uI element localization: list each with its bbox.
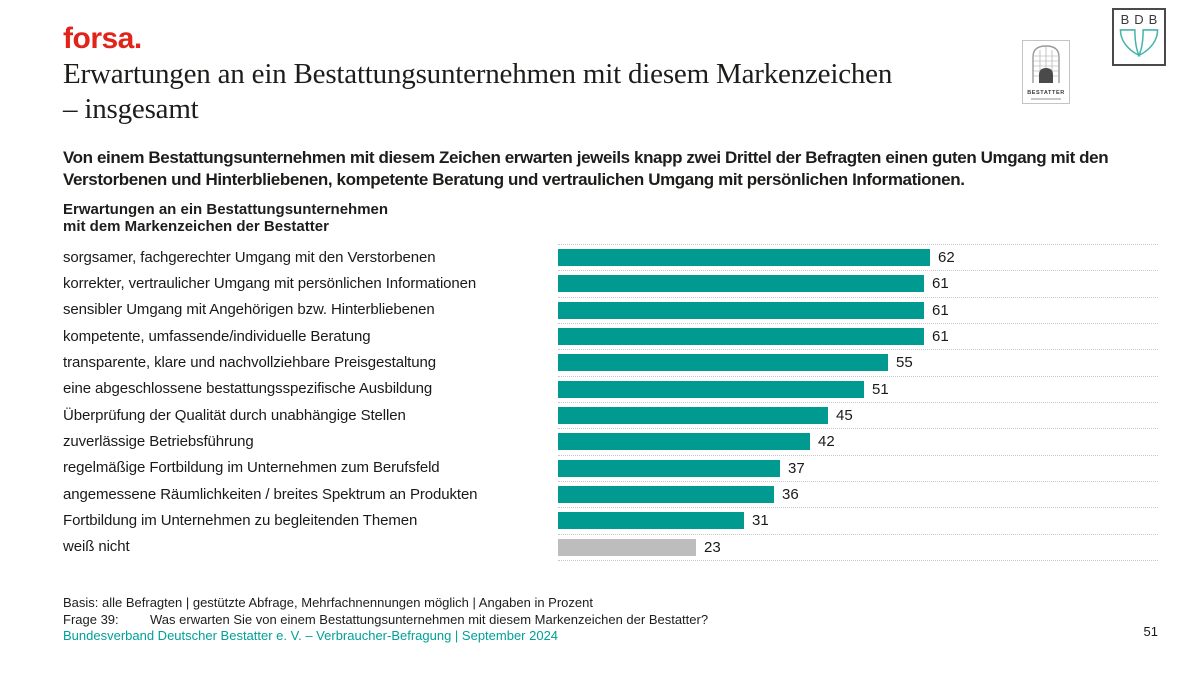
- bdb-wing-left: [1119, 29, 1141, 57]
- bar-area: 31: [558, 507, 1158, 533]
- chart-row: eine abgeschlossene bestattungsspezifisc…: [63, 375, 1158, 402]
- question-number: Frage 39:: [63, 611, 119, 627]
- bar-label: sensibler Umgang mit Angehörigen bzw. Hi…: [63, 301, 435, 319]
- bar-area: 55: [558, 349, 1158, 375]
- bar-value: 23: [704, 538, 721, 556]
- bar-value: 37: [788, 459, 805, 477]
- bestatter-logo-label: BESTATTER: [1027, 90, 1065, 96]
- bar-label: regelmäßige Fortbildung im Unternehmen z…: [63, 459, 440, 477]
- chart-title: Erwartungen an ein Bestattungsunternehme…: [63, 201, 388, 235]
- chart-row: Fortbildung im Unternehmen zu begleitend…: [63, 507, 1158, 533]
- bar-value: 31: [752, 512, 769, 530]
- bar: [558, 459, 780, 477]
- bar-label: korrekter, vertraulicher Umgang mit pers…: [63, 274, 477, 292]
- bar-label: sorgsamer, fachgerechter Umgang mit den …: [63, 248, 436, 266]
- bar: [558, 512, 744, 530]
- bar-value: 62: [938, 249, 955, 267]
- bar-value: 45: [836, 407, 853, 425]
- page-title-line1: Erwartungen an ein Bestattungsunternehme…: [63, 58, 893, 90]
- bar: [558, 249, 930, 267]
- bar-value: 55: [896, 354, 913, 372]
- chart-row: Überprüfung der Qualität durch unabhängi…: [63, 401, 1158, 428]
- bar: [558, 275, 924, 293]
- bar-chart: sorgsamer, fachgerechter Umgang mit den …: [63, 244, 1158, 561]
- bar: [558, 380, 864, 398]
- bar-label: zuverlässige Betriebsführung: [63, 432, 254, 450]
- chart-row: kompetente, umfassende/individuelle Bera…: [63, 322, 1158, 349]
- bdb-logo-letters: BDB: [1120, 12, 1163, 27]
- bar-area: 51: [558, 375, 1158, 402]
- source-line: Bundesverband Deutscher Bestatter e. V. …: [63, 628, 559, 643]
- bar-area: 45: [558, 401, 1158, 428]
- bar-area: 61: [558, 270, 1158, 296]
- bar-area: 42: [558, 428, 1158, 454]
- chart-row: korrekter, vertraulicher Umgang mit pers…: [63, 270, 1158, 296]
- bar: [558, 486, 774, 504]
- page-title: Erwartungen an ein Bestattungsunternehme…: [63, 57, 1023, 127]
- footnotes: Basis: alle Befragten | gestützte Abfrag…: [63, 595, 1063, 645]
- chart-row: regelmäßige Fortbildung im Unternehmen z…: [63, 454, 1158, 481]
- bdb-logo: BDB: [1112, 8, 1166, 66]
- bar: [558, 354, 888, 372]
- bar-value: 61: [932, 275, 949, 293]
- chart-row: zuverlässige Betriebsführung 42: [63, 428, 1158, 454]
- bar-label: weiß nicht: [63, 538, 130, 556]
- bar-label: eine abgeschlossene bestattungsspezifisc…: [63, 380, 433, 398]
- bar: [558, 433, 810, 451]
- bar-area: 37: [558, 454, 1158, 481]
- question-text: Was erwarten Sie von einem Bestattungsun…: [150, 611, 709, 627]
- bar-value: 42: [818, 433, 835, 451]
- bar-label: transparente, klare und nachvollziehbare…: [63, 353, 436, 371]
- bar: [558, 328, 924, 346]
- bar-value: 36: [782, 486, 799, 504]
- bdb-book-icon: [1117, 27, 1161, 64]
- chart-row: angemessene Räumlichkeiten / breites Spe…: [63, 480, 1158, 507]
- bar-area: 62: [558, 244, 1158, 270]
- page-number: 51: [1143, 624, 1158, 639]
- chart-baseline: [558, 559, 1158, 561]
- bar-area: 61: [558, 322, 1158, 349]
- bdb-wing-right: [1137, 29, 1159, 57]
- bar-label: angemessene Räumlichkeiten / breites Spe…: [63, 485, 478, 503]
- bestatter-logo-microtext: [1031, 98, 1061, 100]
- key-finding-text: Von einem Bestattungsunternehmen mit die…: [63, 148, 1109, 189]
- chart-rows: sorgsamer, fachgerechter Umgang mit den …: [63, 244, 1158, 560]
- church-window-icon: [1029, 44, 1063, 89]
- bar-label: kompetente, umfassende/individuelle Bera…: [63, 327, 371, 345]
- forsa-logo: forsa.: [63, 22, 142, 55]
- chart-row: sorgsamer, fachgerechter Umgang mit den …: [63, 244, 1158, 270]
- bar: [558, 538, 696, 556]
- chart-row: transparente, klare und nachvollziehbare…: [63, 349, 1158, 375]
- bestatter-markenzeichen-logo: BESTATTER: [1022, 40, 1070, 104]
- chart-row: weiß nicht 23: [63, 533, 1158, 560]
- chart-title-line2: mit dem Markenzeichen der Bestatter: [63, 218, 329, 235]
- chart-title-line1: Erwartungen an ein Bestattungsunternehme…: [63, 201, 389, 218]
- bar-value: 51: [872, 380, 889, 398]
- bar-area: 23: [558, 533, 1158, 560]
- chart-row: sensibler Umgang mit Angehörigen bzw. Hi…: [63, 296, 1158, 323]
- basis-note: Basis: alle Befragten | gestützte Abfrag…: [63, 595, 593, 610]
- bar-label: Fortbildung im Unternehmen zu begleitend…: [63, 511, 418, 529]
- question-note: Frage 39: Was erwarten Sie von einem Bes…: [63, 612, 1063, 629]
- bar-area: 61: [558, 296, 1158, 323]
- bar-label: Überprüfung der Qualität durch unabhängi…: [63, 406, 406, 424]
- bar: [558, 407, 828, 425]
- page-title-line2: – insgesamt: [63, 93, 199, 125]
- bar: [558, 301, 924, 319]
- bar-value: 61: [932, 328, 949, 346]
- bar-area: 36: [558, 480, 1158, 507]
- bar-value: 61: [932, 301, 949, 319]
